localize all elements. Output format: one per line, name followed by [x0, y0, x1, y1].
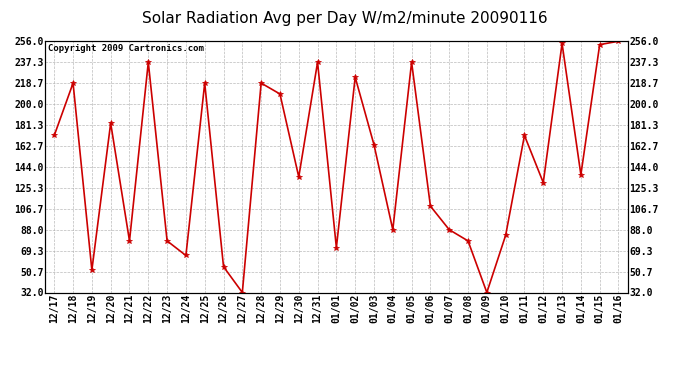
Text: Solar Radiation Avg per Day W/m2/minute 20090116: Solar Radiation Avg per Day W/m2/minute … — [142, 11, 548, 26]
Text: Copyright 2009 Cartronics.com: Copyright 2009 Cartronics.com — [48, 44, 204, 53]
